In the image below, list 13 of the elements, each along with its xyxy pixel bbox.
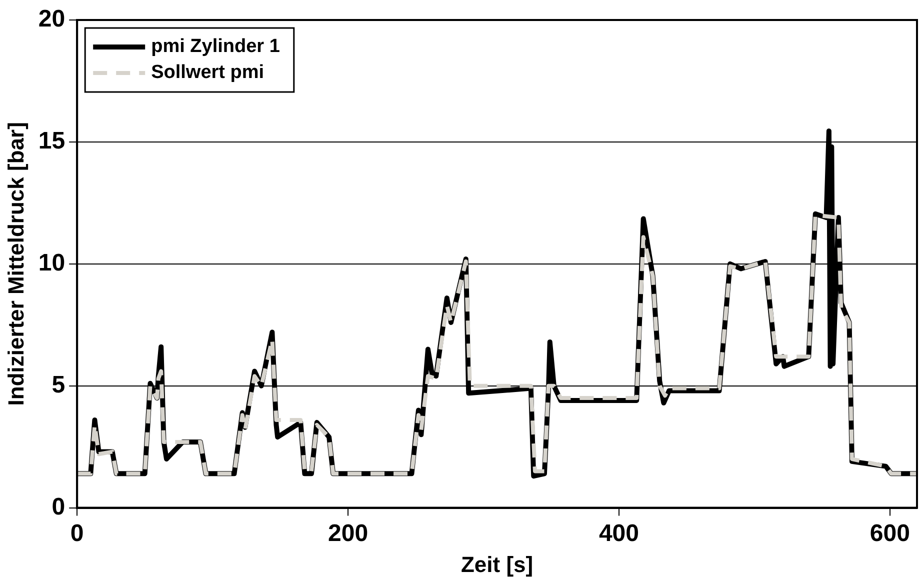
y-tick-label: 0: [52, 493, 66, 520]
y-tick-label: 5: [52, 371, 66, 398]
legend-label: Sollwert pmi: [151, 62, 264, 84]
x-tick-label: 0: [70, 520, 84, 547]
y-axis-title: Indizierter Mitteldruck [bar]: [3, 122, 28, 406]
x-tick-label: 600: [870, 520, 910, 547]
y-tick-label: 20: [38, 6, 66, 33]
legend-label: pmi Zylinder 1: [151, 36, 280, 58]
x-tick-label: 400: [598, 520, 639, 547]
x-axis-title: Zeit [s]: [460, 552, 534, 577]
y-tick-label: 15: [38, 128, 66, 155]
x-tick-label: 200: [328, 520, 368, 547]
y-tick-label: 10: [38, 250, 66, 277]
